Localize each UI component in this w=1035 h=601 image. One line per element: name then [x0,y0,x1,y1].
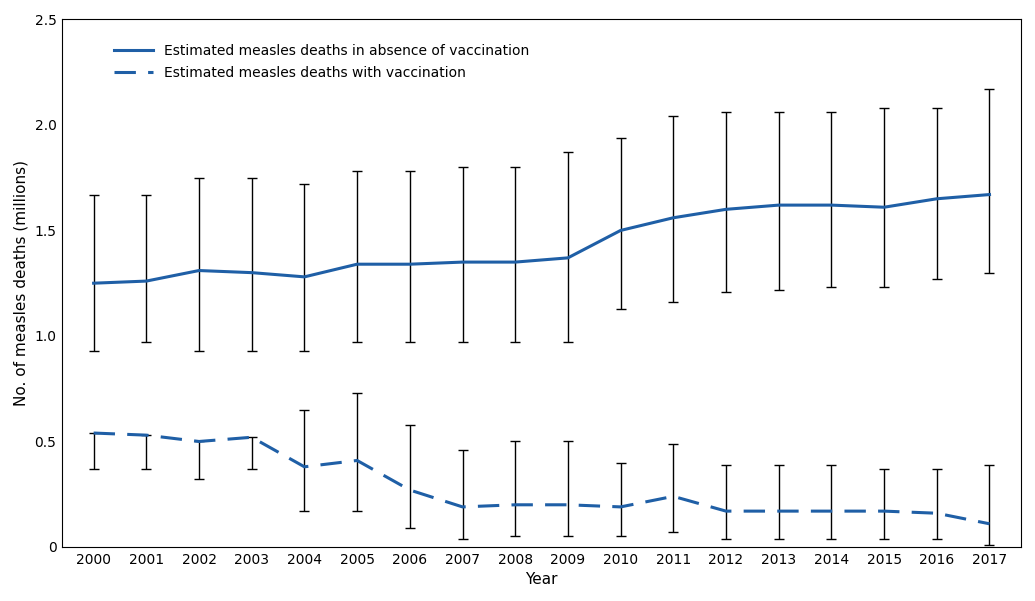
Legend: Estimated measles deaths in absence of vaccination, Estimated measles deaths wit: Estimated measles deaths in absence of v… [108,37,536,87]
Estimated measles deaths in absence of vaccination [668,214,680,221]
Estimated measles deaths in absence of vaccination [930,195,943,203]
Estimated measles deaths with vaccination [351,457,363,464]
Estimated measles deaths with vaccination [87,430,99,437]
Line: Estimated measles deaths with vaccination: Estimated measles deaths with vaccinatio… [93,433,989,524]
Estimated measles deaths with vaccination [719,507,732,514]
Estimated measles deaths in absence of vaccination [562,254,574,261]
Estimated measles deaths with vaccination [668,493,680,500]
Estimated measles deaths in absence of vaccination [456,258,469,266]
Estimated measles deaths with vaccination [878,507,890,514]
Estimated measles deaths in absence of vaccination [87,279,99,287]
Estimated measles deaths in absence of vaccination [140,278,152,285]
Estimated measles deaths in absence of vaccination [878,204,890,211]
Estimated measles deaths with vaccination [245,434,258,441]
Estimated measles deaths in absence of vaccination [983,191,996,198]
Estimated measles deaths in absence of vaccination [509,258,522,266]
Estimated measles deaths in absence of vaccination [404,261,416,268]
Estimated measles deaths in absence of vaccination [351,261,363,268]
Estimated measles deaths with vaccination [772,507,785,514]
Estimated measles deaths with vaccination [298,463,310,471]
Estimated measles deaths in absence of vaccination [825,201,837,209]
X-axis label: Year: Year [526,572,558,587]
Estimated measles deaths in absence of vaccination [719,206,732,213]
Estimated measles deaths with vaccination [983,520,996,528]
Estimated measles deaths with vaccination [509,501,522,508]
Estimated measles deaths with vaccination [140,432,152,439]
Estimated measles deaths with vaccination [193,438,205,445]
Estimated measles deaths with vaccination [615,503,627,510]
Estimated measles deaths with vaccination [825,507,837,514]
Y-axis label: No. of measles deaths (millions): No. of measles deaths (millions) [13,160,29,406]
Line: Estimated measles deaths in absence of vaccination: Estimated measles deaths in absence of v… [93,195,989,283]
Estimated measles deaths with vaccination [562,501,574,508]
Estimated measles deaths with vaccination [404,486,416,493]
Estimated measles deaths in absence of vaccination [298,273,310,281]
Estimated measles deaths in absence of vaccination [615,227,627,234]
Estimated measles deaths in absence of vaccination [193,267,205,274]
Estimated measles deaths with vaccination [456,503,469,510]
Estimated measles deaths in absence of vaccination [245,269,258,276]
Estimated measles deaths in absence of vaccination [772,201,785,209]
Estimated measles deaths with vaccination [930,510,943,517]
